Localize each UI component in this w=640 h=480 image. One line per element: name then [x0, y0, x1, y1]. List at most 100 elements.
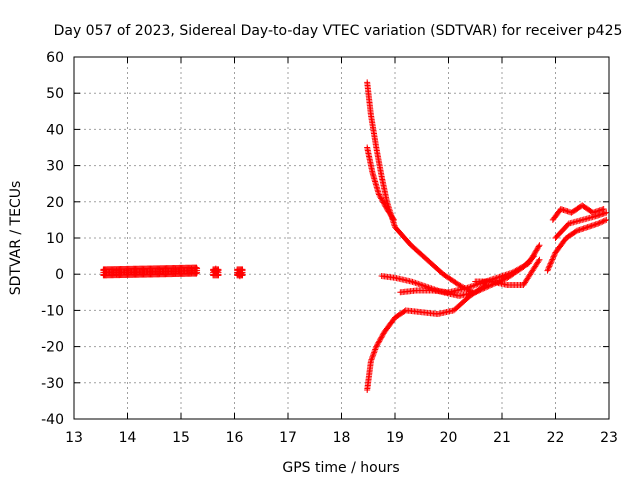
data-point: [379, 331, 386, 338]
y-tick-label: 20: [46, 195, 64, 211]
data-point: [369, 353, 376, 360]
data-point: [239, 272, 246, 279]
x-tick-label: 14: [119, 430, 137, 446]
y-axis-label: SDTVAR / TECUs: [8, 181, 24, 296]
x-tick-label: 13: [65, 430, 83, 446]
x-tick-label: 22: [547, 430, 565, 446]
data-point: [599, 218, 606, 225]
data-point: [378, 334, 385, 341]
data-point: [382, 203, 389, 210]
ticks: 13 14 15 16 17 18 19 20 21 22 23 -40 -30 -20 -10 0 10 20 3…: [41, 50, 618, 446]
grid: [74, 57, 609, 419]
x-tick-label: 23: [600, 430, 618, 446]
data-point: [601, 217, 608, 224]
data-point: [549, 256, 556, 263]
data-point: [472, 289, 479, 296]
data-point: [536, 256, 543, 263]
data-point: [215, 272, 222, 279]
data-point: [378, 195, 385, 202]
y-tick-label: 60: [46, 50, 64, 66]
data-point: [551, 252, 558, 259]
data-point: [374, 340, 381, 347]
y-tick-label: -10: [41, 303, 64, 319]
data-point: [544, 267, 551, 274]
data-point: [603, 216, 610, 223]
data-point: [371, 349, 378, 356]
points: [100, 79, 610, 394]
data-point: [548, 257, 555, 264]
data-point: [536, 242, 543, 249]
y-tick-label: 0: [55, 267, 64, 283]
data-point: [377, 194, 384, 201]
data-point: [390, 216, 397, 223]
data-point: [376, 337, 383, 344]
data-point: [380, 199, 387, 206]
data-point: [597, 219, 604, 226]
data-point: [370, 352, 377, 359]
data-point: [572, 228, 579, 235]
data-point: [375, 191, 382, 198]
data-point: [378, 196, 385, 203]
data-point: [193, 264, 200, 271]
data-point: [376, 338, 383, 345]
data-point: [482, 284, 489, 291]
y-tick-label: -20: [41, 340, 64, 356]
data-point: [596, 219, 603, 226]
x-tick-label: 21: [493, 430, 511, 446]
data-point: [381, 202, 388, 209]
data-point: [375, 339, 382, 346]
chart-title: Day 057 of 2023, Sidereal Day-to-day VTE…: [54, 23, 623, 39]
data-point: [368, 355, 375, 362]
data-point: [546, 263, 553, 270]
data-point: [381, 200, 388, 207]
data-point: [379, 333, 386, 340]
data-point: [372, 346, 379, 353]
data-point: [379, 198, 386, 205]
data-point: [474, 288, 481, 295]
data-point: [480, 285, 487, 292]
data-point: [547, 260, 554, 267]
data-point: [368, 356, 375, 363]
x-tick-label: 15: [172, 430, 190, 446]
data-point: [535, 243, 542, 250]
data-point: [550, 253, 557, 260]
x-axis-label: GPS time / hours: [282, 460, 399, 476]
data-point: [377, 335, 384, 342]
data-point: [239, 266, 246, 273]
data-point: [545, 266, 552, 273]
y-tick-label: 30: [46, 159, 64, 175]
data-point: [501, 276, 508, 283]
x-tick-label: 18: [333, 430, 351, 446]
data-point: [376, 192, 383, 199]
data-point: [372, 345, 379, 352]
data-point: [390, 215, 397, 222]
y-tick-label: 50: [46, 86, 64, 102]
y-tick-label: 40: [46, 122, 64, 138]
data-point: [600, 218, 607, 225]
data-point: [595, 220, 602, 227]
data-point: [373, 343, 380, 350]
data-point: [535, 258, 542, 265]
data-point: [484, 283, 491, 290]
y-tick-label: -30: [41, 376, 64, 392]
data-point: [367, 358, 374, 365]
y-tick-label: -40: [41, 412, 64, 428]
data-point: [476, 287, 483, 294]
data-point: [215, 266, 222, 273]
data-point: [477, 286, 484, 293]
data-point: [374, 342, 381, 349]
data-point: [550, 255, 557, 262]
x-tick-label: 19: [386, 430, 404, 446]
data-point: [371, 347, 378, 354]
data-point: [370, 350, 377, 357]
data-point: [548, 259, 555, 266]
x-tick-label: 17: [279, 430, 297, 446]
x-tick-label: 16: [226, 430, 244, 446]
data-point: [503, 275, 510, 282]
data-point: [546, 262, 553, 269]
data-point: [193, 270, 200, 277]
data-point: [478, 286, 485, 293]
data-point: [473, 288, 480, 295]
data-point: [481, 285, 488, 292]
